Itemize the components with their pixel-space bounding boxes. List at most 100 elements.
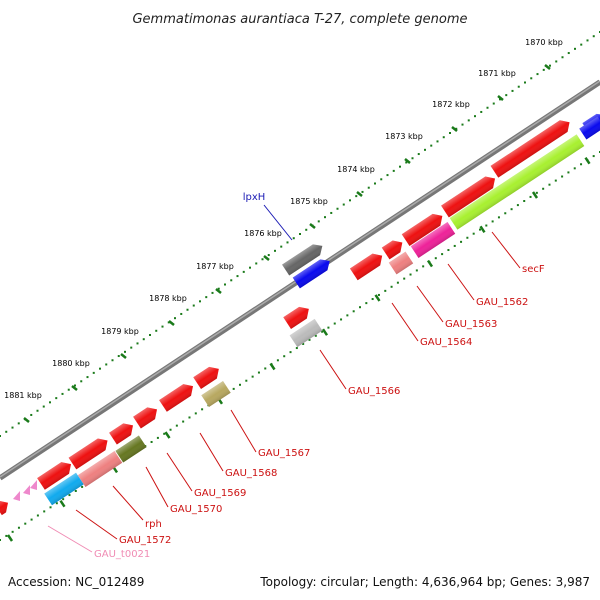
inner-arc-dot [542, 187, 545, 190]
outer-arc-dot [0, 435, 1, 437]
inner-arc-dot [327, 326, 330, 329]
tick-label: 1877 kbp [196, 262, 234, 271]
rph-gene [44, 472, 84, 506]
outer-arc-dot [549, 64, 551, 67]
gene-label: GAU_1562 [476, 297, 528, 308]
outer-arc-dot [299, 233, 301, 235]
outer-arc-dot [111, 359, 114, 362]
leader-line [319, 349, 347, 390]
gene-label: GAU_1570 [170, 504, 222, 515]
inner-tick-mark [479, 225, 486, 233]
outer-arc-dot [442, 136, 445, 139]
inner-arc-dot [472, 232, 475, 235]
gene-label: GAU_1572 [119, 535, 171, 546]
tick-label: 1872 kbp [432, 100, 470, 109]
inner-arc-dot [308, 338, 311, 341]
inner-arc-dot [491, 220, 494, 223]
tick-label: 1874 kbp [337, 165, 375, 174]
inner-arc-dot [270, 363, 273, 366]
outer-arc-dot [161, 325, 164, 328]
GAU_1570-gene [77, 451, 123, 487]
outer-arc-dot [361, 190, 364, 193]
leader-line [145, 466, 169, 508]
GAU_1563-gene [410, 222, 456, 258]
outer-arc-dot [5, 430, 8, 433]
tick-label: 1876 kbp [244, 229, 282, 238]
genome-summary-text: Topology: circular; Length: 4,636,964 bp… [259, 575, 590, 589]
leader-line [47, 525, 93, 553]
outer-arc-dot [342, 203, 345, 206]
inner-arc-dot [36, 514, 39, 517]
inner-arc-dot [510, 208, 513, 211]
outer-arc-dot [499, 98, 501, 101]
inner-arc-dot [377, 293, 380, 296]
inner-arc-dot [245, 379, 248, 382]
inner-arc-dot [257, 371, 260, 374]
inner-arc-dot [371, 298, 374, 301]
outer-arc-dot [436, 140, 439, 143]
inner-arc-dot [479, 228, 481, 231]
outer-arc-dot [67, 388, 70, 391]
outer-arc-dot [580, 43, 583, 46]
GAU_1566-gene [289, 318, 323, 348]
outer-arc-dot [461, 123, 464, 126]
inner-arc-dot [384, 289, 387, 292]
tick-label: 1879 kbp [101, 327, 139, 336]
outer-arc-dot [536, 73, 539, 76]
inner-tick-mark [374, 294, 381, 302]
outer-tick-mark [71, 385, 78, 391]
GAU_1564-gene [388, 251, 414, 275]
inner-arc-dot [523, 200, 526, 203]
inner-arc-dot [17, 526, 20, 529]
gene-feature [0, 500, 9, 516]
outer-arc-dot [230, 279, 233, 282]
outer-arc-dot [505, 94, 508, 97]
inner-tick-mark [321, 328, 329, 336]
gene-label: rph [145, 519, 162, 530]
outer-arc-dot [392, 169, 395, 172]
inner-arc-dot [573, 167, 576, 170]
leader-line [447, 263, 475, 301]
outer-arc-dot [224, 283, 226, 286]
outer-arc-dot [136, 342, 139, 345]
outer-arc-dot [242, 270, 245, 273]
inner-arc-dot [239, 383, 241, 386]
outer-tick-mark [404, 158, 411, 164]
inner-arc-dot [182, 420, 185, 423]
outer-arc-dot [511, 89, 514, 92]
inner-arc-dot [554, 179, 557, 182]
blue-feature-upper [292, 259, 330, 289]
gene-label: GAU_1567 [258, 448, 310, 459]
inner-arc-dot [365, 302, 368, 305]
outer-arc-dot [255, 262, 258, 265]
inner-arc-dot [567, 171, 570, 174]
inner-arc-dot [586, 159, 589, 162]
outer-tick-mark [309, 223, 316, 229]
leader-line [416, 285, 444, 323]
outer-arc-dot [74, 384, 76, 387]
map-title: Gemmatimonas aurantiaca T-27, complete g… [132, 12, 467, 27]
outer-arc-dot [61, 392, 64, 395]
outer-arc-dot [480, 110, 483, 113]
GAU_1567-gene [201, 380, 231, 408]
outer-arc-dot [80, 380, 83, 383]
secF-gene [449, 134, 585, 230]
outer-arc-dot [561, 56, 564, 59]
outer-arc-dot [30, 413, 33, 416]
trna-marker [30, 480, 37, 490]
outer-arc-dot [317, 220, 320, 223]
inner-arc-dot [314, 334, 317, 337]
inner-arc-dot [11, 530, 14, 533]
inner-arc-dot [169, 428, 172, 431]
inner-arc-dot [441, 253, 444, 256]
outer-arc-dot [205, 296, 208, 299]
inner-arc-dot [561, 175, 564, 178]
gene-feature [441, 176, 496, 218]
tick-label: 1870 kbp [525, 38, 563, 47]
inner-arc-dot [62, 498, 65, 501]
outer-tick-mark [356, 191, 363, 197]
gene-feature [159, 384, 194, 412]
outer-arc-dot [117, 355, 120, 358]
outer-arc-dot [355, 195, 358, 198]
outer-tick-mark [215, 288, 222, 294]
